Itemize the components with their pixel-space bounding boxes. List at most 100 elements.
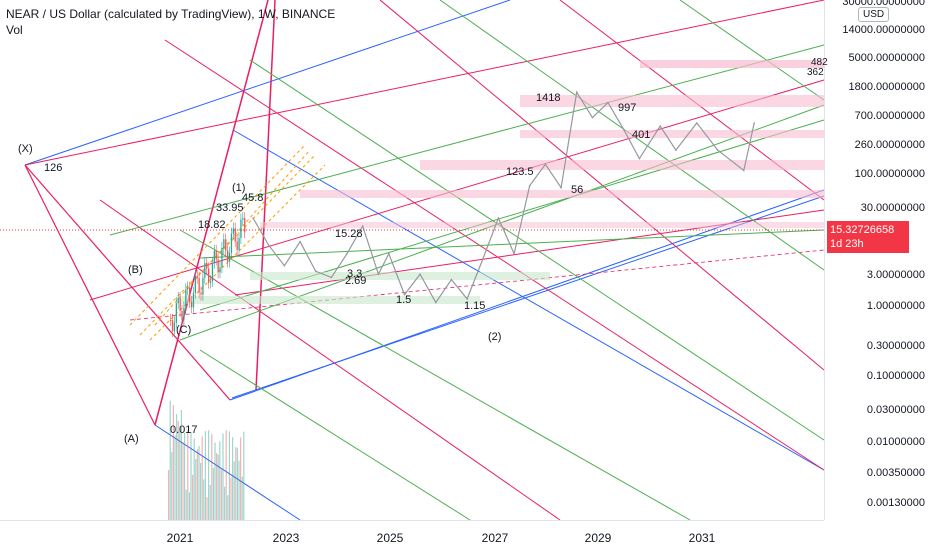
volume-bar — [216, 453, 218, 520]
green-parallel-line — [199, 119, 825, 311]
volume-bar — [179, 426, 181, 520]
orange-channel-line — [154, 149, 311, 326]
candle-body — [196, 275, 198, 278]
volume-bar — [235, 447, 237, 520]
highlight-zones — [180, 60, 824, 304]
forecast-point — [419, 273, 421, 275]
candle-body — [177, 298, 179, 304]
candle-body — [192, 292, 195, 308]
resistance-zone — [300, 190, 824, 198]
forecast-point — [607, 101, 609, 104]
forecast-point — [283, 264, 286, 267]
pink-parallel-line — [24, 0, 825, 166]
price-tick-label: 100.00000000 — [854, 168, 925, 180]
time-tick-label: 2021 — [166, 531, 194, 545]
value-997: 997 — [618, 102, 637, 114]
candle-body — [173, 322, 176, 332]
volume-bar — [219, 441, 221, 520]
forecast-point — [513, 252, 515, 255]
volume-bar — [201, 436, 203, 520]
value-56: 56 — [571, 184, 584, 196]
volume-bar — [184, 432, 186, 520]
price-axis[interactable]: 30000.00000000 14000.00000000 5000.0000000… — [824, 0, 932, 520]
currency-button[interactable]: USD — [858, 7, 890, 22]
forecast-point — [638, 157, 641, 160]
candle-body — [230, 233, 233, 253]
candle-body — [183, 307, 185, 320]
candle-body — [219, 267, 221, 273]
price-tick-label: 0.00130000 — [866, 497, 925, 509]
price-tick-label: 0.10000000 — [866, 370, 925, 382]
candle-body — [190, 301, 193, 308]
volume-bar — [240, 437, 242, 520]
volume-bar — [190, 431, 192, 520]
resistance-zone — [260, 222, 824, 228]
forecast-point — [753, 122, 755, 124]
time-tick-label: 2025 — [376, 531, 404, 545]
candle-body — [175, 303, 177, 323]
volume-bar — [217, 454, 219, 520]
resistance-zone — [520, 95, 824, 107]
orange-channel-line — [149, 164, 326, 341]
value-1418: 1418 — [536, 92, 561, 104]
candle-body — [234, 228, 236, 242]
time-tick-label: 2031 — [688, 531, 716, 545]
volume-bar — [232, 437, 234, 520]
volume-bar — [230, 477, 232, 520]
candle-body — [179, 298, 181, 312]
point-c: (C) — [176, 324, 192, 336]
candle-body — [206, 262, 208, 269]
pitchfork-leg-line — [255, 0, 276, 391]
volume-bar — [195, 459, 197, 520]
forecast-point — [560, 186, 562, 189]
pink-descending-line — [164, 39, 825, 471]
price-tick-label: 3.00000000 — [866, 269, 925, 281]
blue-fan-line — [231, 195, 825, 399]
volume-bar — [196, 449, 198, 520]
volume-bar — [224, 486, 226, 520]
volume-bar — [206, 497, 208, 520]
volume-label: Vol — [6, 23, 23, 37]
volume-bar — [198, 445, 200, 520]
time-axis[interactable]: 2021 2023 2025 2027 2029 2031 — [0, 520, 824, 551]
point-a-value: 0.017 — [170, 424, 198, 436]
forecast-point — [361, 225, 364, 227]
price-tick-label: 30.00000000 — [860, 202, 925, 214]
forecast-point — [434, 301, 437, 304]
pitchfork-leg-line — [154, 0, 269, 426]
candle-body — [200, 292, 202, 295]
forecast-point — [388, 252, 390, 255]
volume-bar — [212, 467, 214, 520]
price-tick-label: 30000.00000000 — [842, 0, 925, 8]
volume-bar — [243, 431, 245, 520]
value-3-3: 3.3 — [347, 268, 363, 280]
green-descending-line — [679, 0, 825, 101]
candle-body — [238, 238, 240, 250]
volume-bar — [171, 452, 173, 520]
volume-bar — [168, 470, 170, 520]
blue-parallel-line — [154, 424, 301, 521]
volume-bar — [228, 431, 230, 520]
price-tick-label: 0.03000000 — [866, 404, 925, 416]
forecast-point — [299, 240, 301, 243]
volume-bar — [180, 409, 182, 520]
candle-body — [209, 281, 212, 283]
candle-body — [204, 262, 206, 278]
volume-bar — [177, 421, 179, 520]
price-tick-label: 0.00350000 — [866, 467, 925, 479]
candle-body — [223, 239, 225, 248]
resistance-zone — [420, 160, 824, 170]
volume-bar — [193, 438, 195, 520]
volume-bar — [225, 430, 227, 520]
current-price-value: 15.32726658 — [830, 224, 895, 236]
volume-bar — [204, 431, 206, 520]
volume-bars — [168, 400, 245, 520]
volume-bar — [182, 442, 184, 520]
forecast-point — [659, 125, 662, 127]
candle-body — [244, 218, 246, 233]
symbol-title: NEAR / US Dollar (calculated by TradingV… — [6, 7, 336, 21]
candle-body — [208, 268, 210, 283]
edge-value-362: 362 — [807, 67, 824, 78]
time-tick-label: 2027 — [481, 531, 509, 545]
